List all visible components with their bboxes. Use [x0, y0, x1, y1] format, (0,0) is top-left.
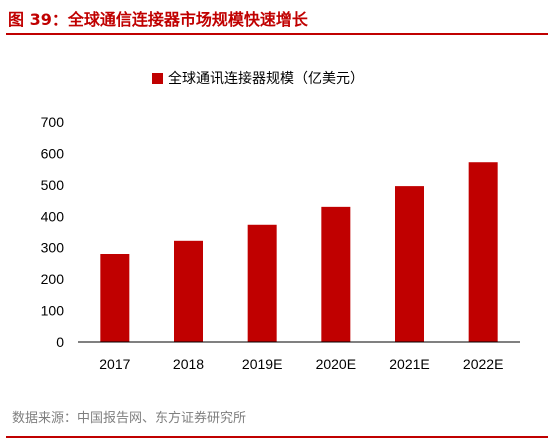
title-divider — [6, 33, 548, 35]
legend-swatch — [152, 73, 163, 84]
y-tick-label: 200 — [41, 271, 65, 287]
x-tick-label: 2017 — [99, 356, 130, 372]
x-tick-label: 2022E — [463, 356, 503, 372]
bar-2017 — [100, 254, 130, 342]
bar-2021e — [395, 186, 424, 342]
x-axis: 2017 2018 2019E 2020E 2021E 2022E — [99, 356, 503, 372]
bar-2022e — [468, 162, 498, 342]
x-tick-label: 2018 — [173, 356, 204, 372]
bottom-divider — [6, 436, 548, 438]
y-tick-label: 400 — [41, 208, 65, 224]
y-tick-label: 300 — [41, 240, 65, 256]
source-note: 数据来源：中国报告网、东方证券研究所 — [12, 411, 247, 426]
y-tick-label: 500 — [41, 177, 65, 193]
legend-label: 全球通讯连接器规模（亿美元） — [168, 70, 364, 86]
bar-2018 — [174, 240, 203, 342]
bar-2020e — [321, 206, 351, 342]
y-tick-label: 0 — [56, 334, 64, 350]
x-tick-label: 2019E — [242, 356, 282, 372]
y-tick-label: 600 — [41, 145, 65, 161]
bars — [100, 162, 498, 342]
x-tick-label: 2020E — [316, 356, 356, 372]
y-axis: 0 100 200 300 400 500 600 700 — [41, 114, 65, 350]
figure-title: 图 39：全球通信连接器市场规模快速增长 — [8, 10, 308, 29]
y-tick-label: 100 — [41, 303, 65, 319]
y-tick-label: 700 — [41, 114, 65, 130]
chart-legend: 全球通讯连接器规模（亿美元） — [152, 70, 364, 86]
x-tick-label: 2021E — [389, 356, 429, 372]
bar-2019e — [247, 224, 277, 342]
